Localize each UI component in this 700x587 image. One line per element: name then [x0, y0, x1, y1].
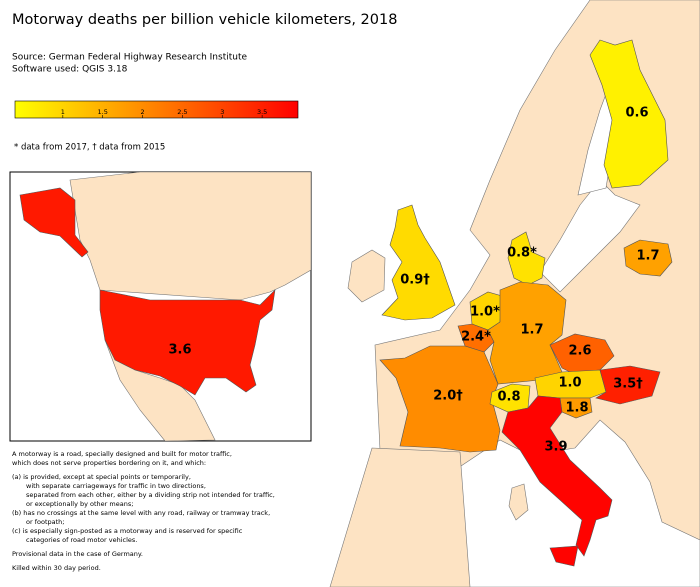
region-label: 0.8	[497, 390, 520, 405]
legend-tick-label: 3.5	[257, 108, 267, 116]
finland	[589, 39, 669, 189]
region-label: 1.0	[558, 376, 581, 391]
region-label: 0.9†	[400, 273, 430, 288]
united-kingdom	[381, 204, 456, 321]
region-label: 2.4*	[461, 330, 491, 345]
hungary	[595, 365, 661, 405]
note: (c) is especially sign-posted as a motor…	[12, 527, 243, 535]
notes: A motorway is a road, specially designed…	[12, 450, 275, 572]
inset	[19, 172, 311, 441]
sea	[539, 179, 641, 293]
legend-tick-label: 1	[61, 108, 65, 116]
region-label: 2.0†	[433, 389, 463, 404]
title: Motorway deaths per billion vehicle kilo…	[12, 12, 397, 28]
region-label: 0.6	[625, 106, 648, 121]
note: Killed within 30 day period.	[12, 564, 101, 572]
sardinia	[508, 483, 529, 521]
note: with separate carriageways for traffic i…	[26, 482, 206, 490]
legend-tick-label: 3	[220, 108, 224, 116]
canada	[69, 172, 311, 301]
region-label: 1.7	[520, 323, 543, 338]
region-label: 1.0*	[470, 305, 500, 320]
region-label: 3.9	[544, 440, 567, 455]
footnote: * data from 2017, † data from 2015	[14, 143, 165, 153]
software: Software used: QGIS 3.18	[12, 65, 128, 75]
note: A motorway is a road, specially designed…	[12, 450, 232, 458]
note: categories of road motor vehicles.	[26, 536, 137, 544]
sicily	[549, 545, 579, 567]
denmark	[507, 231, 546, 286]
note: (b) has no crossings at the same level w…	[12, 509, 270, 517]
lithuania	[623, 239, 673, 277]
region-label: 1.8	[565, 401, 588, 416]
region-label: 0.8*	[507, 246, 537, 261]
legend-tick-label: 2	[140, 108, 144, 116]
alaska	[19, 187, 89, 258]
ireland	[347, 249, 386, 303]
note: Provisional data in the case of Germany.	[12, 550, 143, 558]
region-label: 3.5†	[613, 377, 643, 392]
czechia	[549, 333, 615, 373]
legend-tick-label: 2.5	[177, 108, 187, 116]
note: (a) is provided, except at special point…	[12, 473, 191, 481]
note: which does not serve properties borderin…	[12, 459, 206, 467]
legend-ticks: 1 1.5 2 2.5 3 3.5	[61, 108, 267, 118]
land	[329, 447, 471, 587]
france	[379, 345, 501, 453]
italy	[501, 395, 613, 557]
mexico	[104, 339, 216, 441]
region-label: 2.6	[568, 344, 591, 359]
note: or exceptionally by other means;	[26, 500, 133, 508]
note: separated from each other, either by a d…	[26, 491, 275, 499]
note: or footpath;	[26, 518, 64, 526]
region-label: 3.6	[168, 343, 191, 358]
source: Source: German Federal Highway Research …	[12, 53, 247, 63]
legend-tick-label: 1.5	[98, 108, 108, 116]
usa	[99, 289, 276, 396]
region-label: 1.7	[636, 249, 659, 264]
legend-scale	[14, 100, 299, 119]
